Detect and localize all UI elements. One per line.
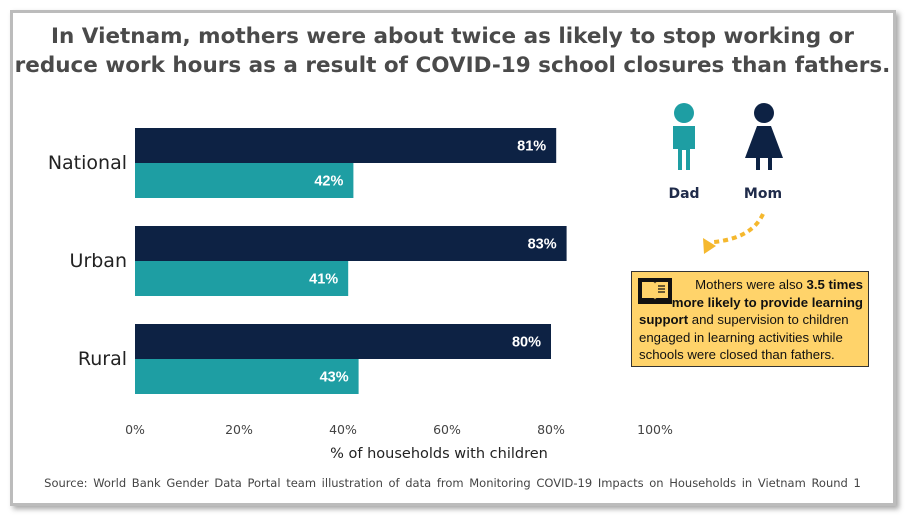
callout-text-g: schools were closed than fathers.	[639, 347, 835, 363]
callout-text-f: engaged in learning activities while	[639, 329, 843, 345]
source-note: Source: World Bank Gender Data Portal te…	[44, 476, 861, 490]
value-label-national-dad: 42%	[314, 174, 343, 190]
value-label-urban-dad: 41%	[309, 272, 338, 288]
x-tick-label: 0%	[125, 422, 145, 437]
callout-box: Mothers were also 3.5 times more likely …	[631, 271, 869, 367]
callout-highlight-times: 3.5 times	[806, 277, 863, 292]
bars-group: 81% 42% 83% 41% 80% 43%	[135, 128, 567, 394]
woman-icon	[745, 103, 783, 170]
callout-highlight-learning: more likely to provide learning	[671, 294, 863, 310]
callout-text-a: Mothers were also	[695, 277, 807, 292]
bar-urban-mom	[135, 226, 567, 261]
callout-arrow	[703, 213, 765, 254]
x-tick-label: 100%	[637, 422, 673, 437]
bar-national-dad	[135, 163, 354, 198]
category-label-urban: Urban	[70, 250, 127, 272]
category-label-national: National	[48, 152, 127, 174]
value-label-urban-mom: 83%	[528, 237, 557, 253]
callout-highlight-support: support	[639, 312, 689, 328]
arrow-head-icon	[703, 238, 716, 254]
bar-national-mom	[135, 128, 557, 163]
open-book-icon	[638, 278, 672, 304]
value-label-rural-dad: 43%	[320, 370, 349, 386]
man-icon	[673, 103, 695, 170]
x-tick-label: 20%	[225, 422, 253, 437]
x-tick-label: 60%	[433, 422, 461, 437]
mom-label: Mom	[744, 186, 782, 202]
bar-rural-mom	[135, 324, 551, 359]
callout-text: Mothers were also 3.5 times more likely …	[639, 276, 863, 364]
value-label-national-mom: 81%	[517, 139, 546, 155]
x-axis-title: % of households with children	[330, 446, 548, 462]
mom-legend: Mom	[744, 103, 783, 202]
category-labels: National Urban Rural	[48, 152, 127, 370]
x-axis-ticks: 0% 20% 40% 60% 80% 100%	[125, 422, 673, 437]
x-tick-label: 40%	[329, 422, 357, 437]
title-line-2: reduce work hours as a result of COVID-1…	[14, 53, 891, 78]
callout-text-e: and supervision to children	[688, 312, 849, 328]
chart-title: In Vietnam, mothers were about twice as …	[0, 22, 905, 80]
category-label-rural: Rural	[78, 348, 127, 370]
title-line-1: In Vietnam, mothers were about twice as …	[51, 24, 854, 49]
value-label-rural-mom: 80%	[512, 335, 541, 351]
x-tick-label: 80%	[537, 422, 565, 437]
dad-label: Dad	[668, 186, 699, 202]
bar-rural-dad	[135, 359, 359, 394]
dad-legend: Dad	[668, 103, 700, 202]
bar-urban-dad	[135, 261, 349, 296]
